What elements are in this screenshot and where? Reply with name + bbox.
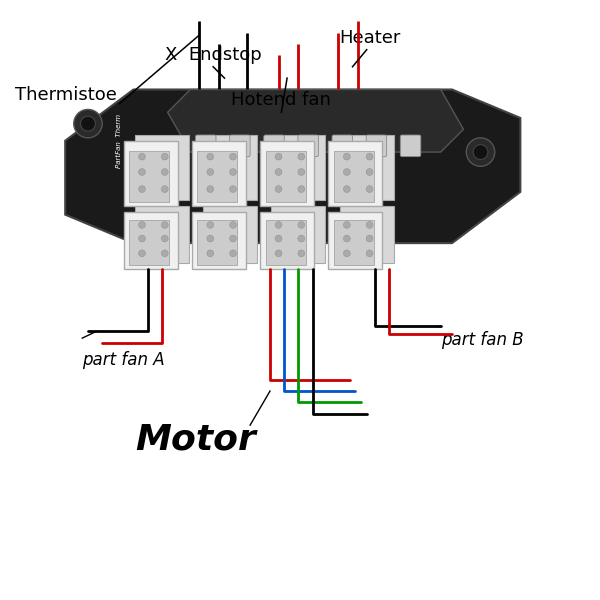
FancyBboxPatch shape	[135, 135, 189, 200]
Circle shape	[275, 169, 282, 175]
Circle shape	[343, 221, 350, 229]
FancyBboxPatch shape	[266, 151, 305, 202]
Circle shape	[139, 169, 145, 175]
Circle shape	[161, 169, 168, 175]
FancyBboxPatch shape	[260, 141, 314, 206]
FancyBboxPatch shape	[334, 220, 374, 265]
Circle shape	[230, 221, 236, 229]
Circle shape	[230, 250, 236, 257]
FancyBboxPatch shape	[197, 220, 238, 265]
Circle shape	[161, 221, 168, 229]
FancyBboxPatch shape	[328, 141, 382, 206]
Circle shape	[366, 221, 373, 229]
Circle shape	[207, 153, 214, 160]
Circle shape	[207, 185, 214, 193]
Circle shape	[343, 185, 350, 193]
Text: PartFan  Therm: PartFan Therm	[116, 113, 122, 168]
Circle shape	[298, 221, 305, 229]
Circle shape	[298, 235, 305, 242]
Circle shape	[366, 250, 373, 257]
Circle shape	[275, 221, 282, 229]
FancyBboxPatch shape	[366, 135, 386, 157]
FancyBboxPatch shape	[230, 135, 250, 157]
Circle shape	[366, 185, 373, 193]
Circle shape	[139, 235, 145, 242]
Circle shape	[139, 221, 145, 229]
Circle shape	[366, 153, 373, 160]
FancyBboxPatch shape	[260, 212, 314, 269]
Circle shape	[230, 235, 236, 242]
FancyBboxPatch shape	[298, 135, 319, 157]
Circle shape	[207, 250, 214, 257]
Text: X  Endstop: X Endstop	[165, 46, 262, 64]
Circle shape	[298, 185, 305, 193]
FancyBboxPatch shape	[332, 135, 353, 157]
FancyBboxPatch shape	[124, 141, 178, 206]
Circle shape	[161, 153, 168, 160]
Polygon shape	[65, 89, 520, 243]
Circle shape	[74, 109, 102, 138]
Circle shape	[343, 169, 350, 175]
Circle shape	[298, 153, 305, 160]
Circle shape	[343, 235, 350, 242]
Text: part fan B: part fan B	[441, 331, 523, 349]
Circle shape	[473, 145, 488, 160]
FancyBboxPatch shape	[135, 206, 189, 263]
Circle shape	[275, 153, 282, 160]
FancyBboxPatch shape	[124, 212, 178, 269]
Circle shape	[161, 250, 168, 257]
Circle shape	[343, 250, 350, 257]
FancyBboxPatch shape	[192, 141, 246, 206]
Text: Thermistoe: Thermistoe	[14, 86, 116, 104]
Circle shape	[298, 169, 305, 175]
FancyBboxPatch shape	[271, 206, 325, 263]
FancyBboxPatch shape	[400, 135, 421, 157]
FancyBboxPatch shape	[129, 220, 169, 265]
FancyBboxPatch shape	[266, 220, 305, 265]
FancyBboxPatch shape	[264, 135, 284, 157]
Circle shape	[207, 169, 214, 175]
FancyBboxPatch shape	[328, 212, 382, 269]
Circle shape	[366, 235, 373, 242]
Circle shape	[466, 138, 495, 166]
Circle shape	[207, 235, 214, 242]
Circle shape	[298, 250, 305, 257]
FancyBboxPatch shape	[340, 206, 394, 263]
FancyBboxPatch shape	[334, 151, 374, 202]
Circle shape	[275, 250, 282, 257]
Circle shape	[275, 185, 282, 193]
FancyBboxPatch shape	[203, 135, 257, 200]
Circle shape	[139, 153, 145, 160]
Circle shape	[161, 235, 168, 242]
Circle shape	[275, 235, 282, 242]
Circle shape	[207, 221, 214, 229]
Text: Heater: Heater	[339, 29, 400, 47]
Circle shape	[230, 169, 236, 175]
FancyBboxPatch shape	[192, 212, 246, 269]
Text: Motor: Motor	[136, 422, 257, 457]
FancyBboxPatch shape	[197, 151, 238, 202]
Circle shape	[230, 185, 236, 193]
Circle shape	[230, 153, 236, 160]
Circle shape	[366, 169, 373, 175]
Text: part fan A: part fan A	[82, 351, 165, 369]
FancyBboxPatch shape	[340, 135, 394, 200]
Circle shape	[139, 185, 145, 193]
Polygon shape	[167, 89, 463, 152]
Circle shape	[343, 153, 350, 160]
Circle shape	[80, 116, 95, 131]
FancyBboxPatch shape	[203, 206, 257, 263]
FancyBboxPatch shape	[196, 135, 216, 157]
FancyBboxPatch shape	[129, 151, 169, 202]
Circle shape	[161, 185, 168, 193]
FancyBboxPatch shape	[271, 135, 325, 200]
Circle shape	[139, 250, 145, 257]
Text: Hotend fan: Hotend fan	[232, 91, 331, 109]
